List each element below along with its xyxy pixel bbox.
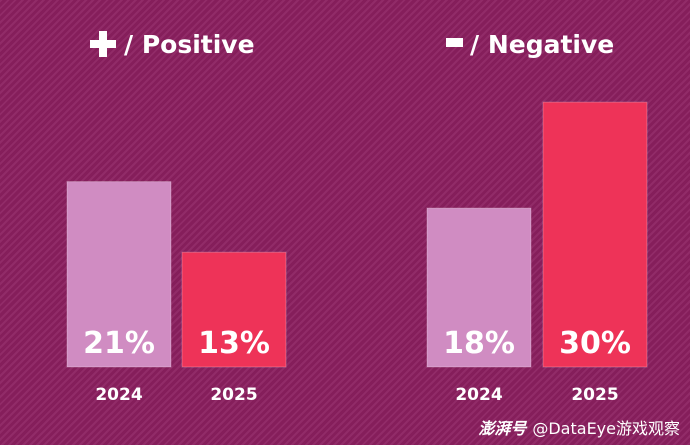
bar-positive-2024 [66, 181, 172, 368]
bar-group-negative: 18% 2024 30% 2025 [426, 101, 648, 405]
bar-negative-2025 [542, 101, 648, 368]
panel-positive: / Positive 21% 2024 13% 2025 [66, 30, 287, 405]
watermark-account: @DataEye游戏观察 [532, 419, 680, 438]
category-label-positive-2025: 2025 [210, 385, 257, 405]
watermark-logo: 澎湃号 [478, 419, 527, 438]
bar-value-label-negative-2025: 30% [559, 326, 631, 361]
category-label-negative-2024: 2024 [455, 385, 502, 405]
category-label-positive-2024: 2024 [95, 385, 142, 405]
panel-negative: / Negative 18% 2024 30% 2025 [426, 30, 648, 405]
bar-positive-2025 [181, 251, 287, 368]
watermark: 澎湃号 @DataEye游戏观察 [478, 415, 680, 439]
panel-title-positive: / Positive [124, 30, 255, 59]
plus-icon [90, 31, 116, 57]
minus-icon [446, 38, 463, 47]
bar-negative-2024 [426, 207, 532, 368]
panel-title-negative: / Negative [470, 30, 614, 59]
bar-value-label-positive-2024: 21% [83, 326, 155, 361]
bar-group-positive: 21% 2024 13% 2025 [66, 181, 287, 405]
bar-value-label-negative-2024: 18% [443, 326, 515, 361]
bar-value-label-positive-2025: 13% [198, 326, 270, 361]
category-label-negative-2025: 2025 [571, 385, 618, 405]
